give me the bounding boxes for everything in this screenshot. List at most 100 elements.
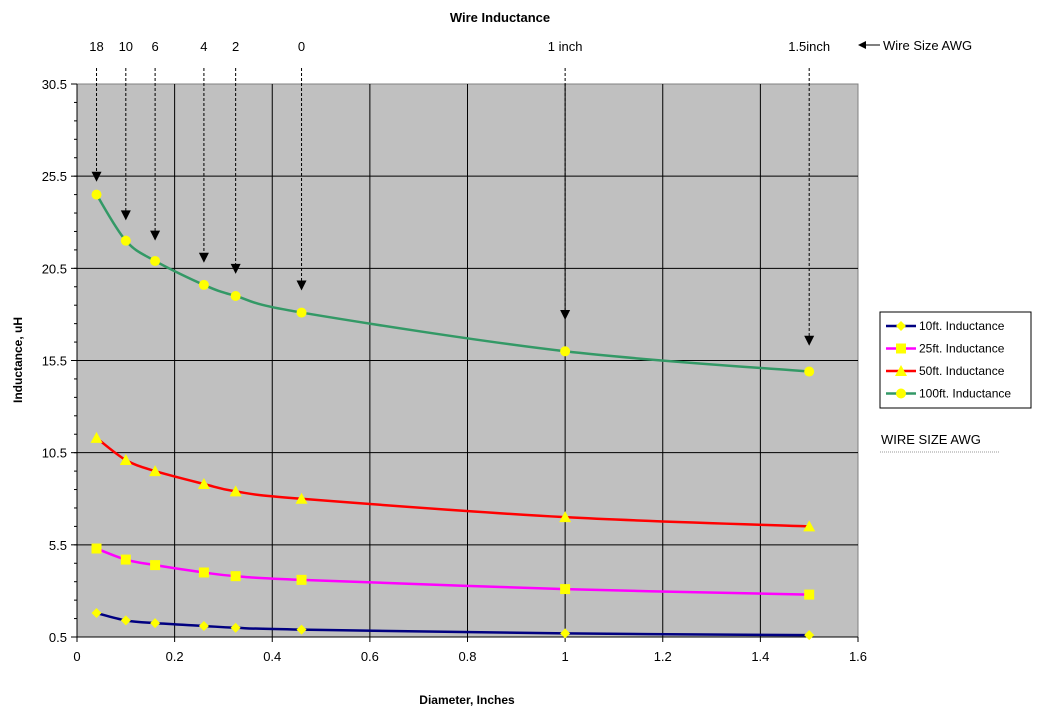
y-tick-label: 0.5 xyxy=(49,630,67,645)
data-point xyxy=(230,622,241,633)
y-tick-label: 15.5 xyxy=(42,354,67,369)
data-point xyxy=(120,615,131,626)
awg-arrowhead xyxy=(804,335,815,346)
data-point xyxy=(149,465,162,477)
legend-marker xyxy=(895,365,907,376)
legend-label: 25ft. Inductance xyxy=(919,342,1005,356)
awg-pointer-label: Wire Size AWG xyxy=(883,38,972,53)
series-line xyxy=(95,436,810,528)
x-tick-label: 1.4 xyxy=(751,649,769,664)
data-point xyxy=(560,628,571,639)
data-point xyxy=(803,520,816,532)
data-point xyxy=(560,346,571,357)
awg-annotation: 1.5inch xyxy=(788,39,830,346)
legend-label: 100ft. Inductance xyxy=(919,387,1011,401)
data-point xyxy=(198,279,209,290)
awg-annotation: 1 inch xyxy=(548,39,583,320)
awg-label: 18 xyxy=(89,39,103,54)
grid xyxy=(77,84,858,637)
y-tick-label: 20.5 xyxy=(42,261,67,276)
awg-pointer: Wire Size AWG xyxy=(858,38,972,53)
y-axis-title: Inductance, uH xyxy=(11,317,25,403)
legend-label: 50ft. Inductance xyxy=(919,364,1005,378)
awg-arrowhead xyxy=(198,252,209,263)
x-tick-label: 1.2 xyxy=(654,649,672,664)
data-point xyxy=(296,624,307,635)
awg-label: 6 xyxy=(151,39,158,54)
awg-arrowhead xyxy=(230,263,241,274)
awg-arrowhead xyxy=(560,309,571,320)
awg-arrowhead xyxy=(296,280,307,291)
side-note: WIRE SIZE AWG xyxy=(881,432,981,447)
awg-arrowhead xyxy=(150,230,161,241)
awg-annotation: 2 xyxy=(230,39,241,274)
data-point xyxy=(229,485,242,497)
awg-annotations: 18 10 6 4 2 0 1 inch 1.5inch xyxy=(89,39,830,346)
data-point xyxy=(804,366,815,377)
data-point xyxy=(295,492,308,504)
x-axis-title: Diameter, Inches xyxy=(419,693,515,707)
legend-item: 100ft. Inductance xyxy=(886,387,1011,401)
data-point xyxy=(90,431,103,443)
data-point xyxy=(120,235,131,246)
y-tick-label: 10.5 xyxy=(42,446,67,461)
data-point xyxy=(230,571,241,582)
data-point xyxy=(150,560,161,571)
data-point xyxy=(91,543,102,554)
series-line xyxy=(96,547,810,596)
awg-pointer-arrowhead xyxy=(858,41,866,49)
awg-label: 0 xyxy=(298,39,305,54)
x-tick-label: 0.6 xyxy=(361,649,379,664)
data-point xyxy=(120,554,131,565)
y-tick-label: 30.5 xyxy=(42,77,67,92)
data-point xyxy=(230,290,241,301)
x-tick-label: 0.8 xyxy=(458,649,476,664)
awg-annotation: 18 xyxy=(89,39,104,182)
y-tick-label: 25.5 xyxy=(42,169,67,184)
awg-label: 4 xyxy=(200,39,207,54)
data-point xyxy=(197,478,210,490)
series-1 xyxy=(91,608,815,641)
series-4 xyxy=(91,189,815,377)
series-3 xyxy=(90,431,816,532)
x-tick-label: 1 xyxy=(562,649,569,664)
y-tick-labels: 0.5 5.5 10.5 15.5 20.5 25.5 30.5 xyxy=(42,77,67,645)
data-point xyxy=(198,567,209,578)
legend-item: 10ft. Inductance xyxy=(886,319,1005,333)
legend-marker xyxy=(896,388,906,399)
x-tick-label: 0 xyxy=(73,649,80,664)
data-point xyxy=(296,574,307,585)
y-tick-label: 5.5 xyxy=(49,538,67,553)
axes xyxy=(71,83,859,642)
awg-label: 10 xyxy=(119,39,133,54)
series-2 xyxy=(91,543,815,600)
data-point xyxy=(559,511,572,523)
data-point xyxy=(150,618,161,629)
awg-label: 2 xyxy=(232,39,239,54)
legend: 10ft. Inductance 25ft. Inductance 50ft. In… xyxy=(879,311,1032,409)
series-line xyxy=(95,193,810,373)
data-point xyxy=(198,620,209,631)
legend-marker xyxy=(896,321,906,331)
data-point xyxy=(804,630,815,641)
data-point xyxy=(91,189,102,200)
series-layer xyxy=(90,189,816,641)
data-point xyxy=(296,307,307,318)
legend-item: 25ft. Inductance xyxy=(886,342,1005,356)
awg-label: 1 inch xyxy=(548,39,583,54)
legend-item: 50ft. Inductance xyxy=(886,364,1005,378)
data-point xyxy=(150,255,161,266)
awg-arrowhead xyxy=(120,210,131,221)
awg-label: 1.5inch xyxy=(788,39,830,54)
data-point xyxy=(91,608,102,619)
x-tick-labels: 0 0.2 0.4 0.6 0.8 1 1.2 1.4 1.6 xyxy=(73,649,867,664)
series-line xyxy=(96,611,810,637)
x-tick-label: 1.6 xyxy=(849,649,867,664)
awg-annotation: 6 xyxy=(150,39,161,241)
data-point xyxy=(560,584,571,595)
awg-arrowhead xyxy=(91,171,102,182)
x-tick-label: 0.2 xyxy=(166,649,184,664)
awg-annotation: 4 xyxy=(198,39,209,263)
awg-annotation: 0 xyxy=(296,39,307,291)
